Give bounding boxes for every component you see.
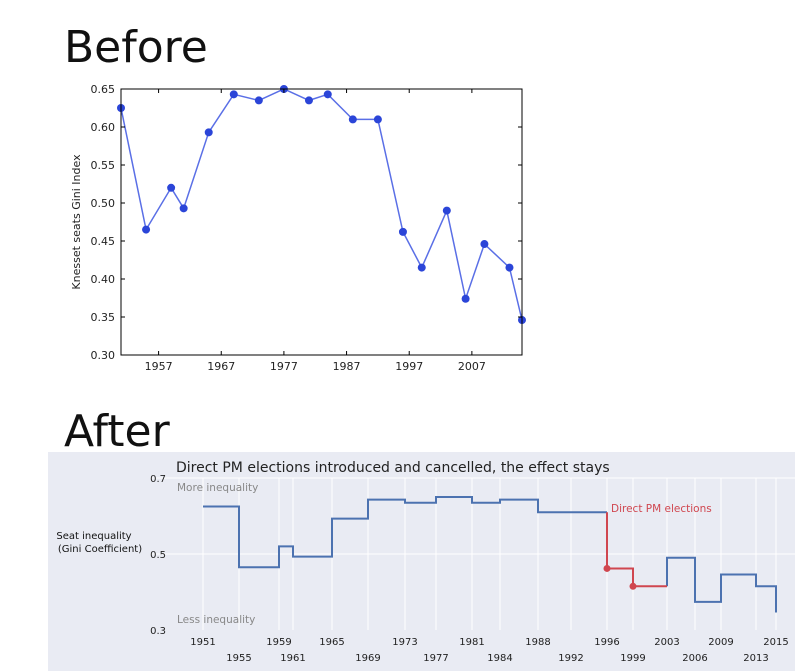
less-inequality-label: Less inequality bbox=[177, 614, 255, 626]
before-data-point bbox=[254, 96, 263, 105]
after-x-tick-label-lower: 1955 bbox=[226, 653, 251, 664]
before-data-point bbox=[442, 206, 451, 215]
after-y-axis-label-line1: Seat inequality bbox=[56, 531, 131, 542]
before-data-point bbox=[304, 96, 313, 105]
after-heading: After bbox=[64, 406, 170, 457]
before-y-tick-label: 0.55 bbox=[91, 159, 116, 172]
after-step-line-after-reform bbox=[666, 556, 777, 613]
after-chart-title: Direct PM elections introduced and cance… bbox=[176, 460, 610, 476]
before-data-point bbox=[323, 90, 332, 99]
before-data-point bbox=[461, 294, 470, 303]
after-x-tick-label-upper: 1965 bbox=[319, 637, 344, 648]
after-y-tick-label: 0.3 bbox=[150, 626, 166, 637]
after-x-tick-label-upper: 1959 bbox=[266, 637, 291, 648]
before-plot-frame bbox=[120, 88, 523, 356]
after-x-tick-label-lower: 1984 bbox=[487, 653, 512, 664]
after-x-tick-label-lower: 1969 bbox=[355, 653, 380, 664]
before-x-tick-label: 1987 bbox=[333, 360, 361, 373]
after-x-tick-label-upper: 1973 bbox=[392, 637, 417, 648]
before-x-tick-label: 1967 bbox=[207, 360, 235, 373]
before-heading: Before bbox=[64, 22, 208, 73]
before-data-point bbox=[373, 115, 382, 124]
before-x-tick-label: 1997 bbox=[395, 360, 423, 373]
after-x-tick-label-upper: 1981 bbox=[459, 637, 484, 648]
after-direct-pm-highlight-line bbox=[606, 512, 667, 588]
after-chart-background bbox=[48, 452, 795, 671]
after-highlight-point bbox=[603, 564, 611, 572]
before-data-point bbox=[348, 115, 357, 124]
before-data-point bbox=[480, 240, 489, 249]
more-inequality-label: More inequality bbox=[177, 482, 258, 494]
before-x-tick-label: 2007 bbox=[458, 360, 486, 373]
after-y-tick-label: 0.5 bbox=[150, 550, 166, 561]
before-data-point bbox=[204, 128, 213, 137]
before-data-point bbox=[229, 90, 238, 99]
after-x-tick-label-upper: 2003 bbox=[654, 637, 679, 648]
before-y-tick-label: 0.60 bbox=[91, 121, 116, 134]
before-data-point bbox=[179, 204, 188, 213]
before-x-tick-label: 1957 bbox=[145, 360, 173, 373]
after-highlight-point bbox=[629, 582, 637, 590]
after-x-tick-label-upper: 2015 bbox=[763, 637, 788, 648]
before-data-point bbox=[142, 225, 151, 234]
before-y-tick-label: 0.40 bbox=[91, 273, 116, 286]
after-x-tick-label-upper: 1996 bbox=[594, 637, 619, 648]
after-y-axis-label-line2: (Gini Coefficient) bbox=[58, 544, 142, 555]
before-x-tick-label: 1977 bbox=[270, 360, 298, 373]
before-y-axis-label: Knesset seats Gini Index bbox=[70, 154, 83, 290]
before-data-point bbox=[505, 263, 514, 272]
after-x-tick-label-upper: 1988 bbox=[525, 637, 550, 648]
after-x-tick-label-upper: 1951 bbox=[190, 637, 215, 648]
after-x-tick-label-upper: 2009 bbox=[708, 637, 733, 648]
before-y-tick-label: 0.50 bbox=[91, 197, 116, 210]
before-y-tick-label: 0.30 bbox=[91, 349, 116, 362]
direct-pm-elections-label: Direct PM elections bbox=[611, 503, 712, 515]
before-y-tick-label: 0.65 bbox=[91, 83, 116, 96]
after-x-tick-label-lower: 2006 bbox=[682, 653, 707, 664]
after-y-tick-label: 0.7 bbox=[150, 474, 166, 485]
before-data-point bbox=[417, 263, 426, 272]
after-x-tick-label-lower: 2013 bbox=[743, 653, 768, 664]
before-data-point bbox=[167, 183, 176, 192]
after-x-tick-label-lower: 1992 bbox=[558, 653, 583, 664]
after-x-tick-label-lower: 1999 bbox=[620, 653, 645, 664]
after-x-tick-label-lower: 1977 bbox=[423, 653, 448, 664]
after-x-tick-label-lower: 1961 bbox=[280, 653, 305, 664]
before-y-tick-label: 0.35 bbox=[91, 311, 116, 324]
before-data-point bbox=[398, 227, 407, 236]
after-step-line-before-reform bbox=[203, 496, 607, 569]
before-y-tick-label: 0.45 bbox=[91, 235, 116, 248]
